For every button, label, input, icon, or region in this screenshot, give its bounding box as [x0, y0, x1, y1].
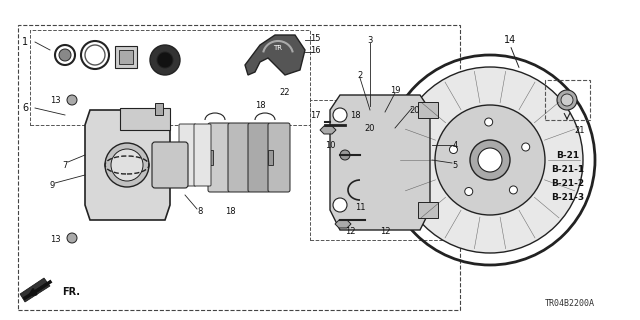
Text: 10: 10 [324, 140, 335, 149]
Circle shape [397, 67, 583, 253]
Bar [418, 202, 438, 218]
Text: FR.: FR. [62, 287, 80, 297]
Text: 6: 6 [22, 103, 28, 113]
Text: 19: 19 [390, 85, 400, 94]
Circle shape [435, 105, 545, 215]
FancyBboxPatch shape [152, 142, 188, 188]
Bar [115, 46, 137, 68]
Text: 8: 8 [197, 207, 203, 217]
Text: 14: 14 [504, 35, 516, 45]
Text: 12: 12 [345, 228, 355, 236]
Polygon shape [20, 278, 50, 302]
Circle shape [465, 188, 473, 196]
Text: 11: 11 [355, 204, 365, 212]
Polygon shape [85, 110, 170, 220]
Circle shape [470, 140, 510, 180]
Text: 21: 21 [575, 125, 585, 134]
Text: 5: 5 [452, 161, 458, 170]
Text: 20: 20 [410, 106, 420, 115]
Circle shape [67, 95, 77, 105]
Circle shape [478, 148, 502, 172]
Text: 18: 18 [225, 207, 236, 217]
Bar [545, 80, 590, 120]
Bar [268, 150, 273, 165]
Circle shape [371, 166, 377, 172]
Text: 9: 9 [49, 180, 54, 189]
Circle shape [340, 150, 350, 160]
Text: 2: 2 [357, 70, 363, 79]
Text: TR04B2200A: TR04B2200A [545, 299, 595, 308]
FancyBboxPatch shape [208, 123, 230, 192]
Circle shape [157, 52, 173, 68]
Text: 20: 20 [365, 124, 375, 132]
Text: 7: 7 [62, 161, 68, 170]
Bar [208, 150, 213, 165]
Circle shape [509, 186, 517, 194]
Polygon shape [320, 126, 336, 134]
Circle shape [338, 108, 422, 192]
Bar [155, 103, 163, 115]
Circle shape [449, 146, 458, 154]
Text: 15: 15 [310, 34, 320, 43]
Text: 4: 4 [452, 140, 458, 149]
Polygon shape [330, 95, 430, 230]
Text: 13: 13 [50, 236, 60, 244]
Text: 16: 16 [310, 45, 320, 54]
Circle shape [393, 135, 399, 141]
Text: 3: 3 [367, 36, 372, 44]
Text: 1: 1 [22, 37, 28, 47]
FancyBboxPatch shape [179, 124, 196, 186]
Polygon shape [335, 220, 351, 228]
Text: B-21: B-21 [556, 150, 580, 159]
Text: 18: 18 [349, 110, 360, 119]
Text: B-21-1: B-21-1 [552, 164, 584, 173]
FancyBboxPatch shape [228, 123, 250, 192]
FancyBboxPatch shape [268, 123, 290, 192]
Circle shape [67, 233, 77, 243]
Circle shape [371, 128, 377, 134]
Bar [120, 108, 170, 130]
Text: 13: 13 [50, 95, 60, 105]
Circle shape [557, 90, 577, 110]
FancyBboxPatch shape [194, 124, 211, 186]
Bar [119, 50, 133, 64]
Circle shape [366, 136, 394, 164]
Circle shape [105, 143, 149, 187]
Circle shape [522, 143, 530, 151]
Polygon shape [245, 35, 305, 75]
Circle shape [484, 118, 493, 126]
Circle shape [357, 147, 363, 153]
Text: TR: TR [273, 45, 282, 51]
Circle shape [561, 94, 573, 106]
Text: 22: 22 [280, 87, 291, 97]
Text: B-21-2: B-21-2 [552, 179, 584, 188]
Text: 18: 18 [255, 100, 266, 109]
Circle shape [393, 159, 399, 165]
Circle shape [111, 149, 143, 181]
Circle shape [59, 49, 71, 61]
FancyBboxPatch shape [248, 123, 270, 192]
Bar [418, 102, 438, 118]
Text: 17: 17 [310, 110, 320, 119]
Circle shape [333, 198, 347, 212]
Circle shape [352, 122, 408, 178]
Circle shape [333, 108, 347, 122]
Text: 12: 12 [380, 228, 390, 236]
Text: B-21-3: B-21-3 [552, 193, 584, 202]
Circle shape [150, 45, 180, 75]
